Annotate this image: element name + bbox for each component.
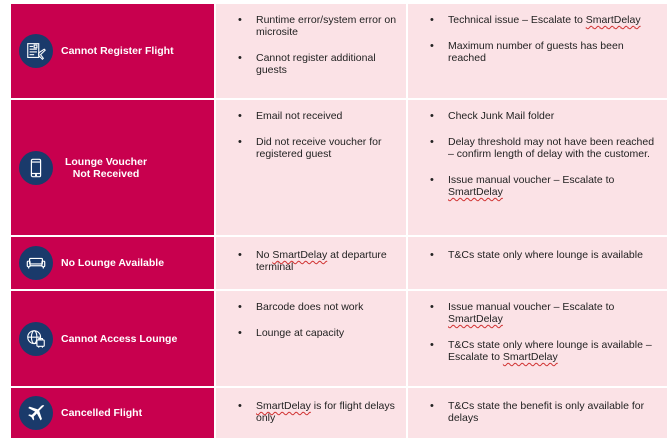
list-item: Technical issue – Escalate to SmartDelay (430, 14, 659, 26)
list-item: T&Cs state only where lounge is availabl… (430, 339, 659, 363)
list-item: Delay threshold may not have been reache… (430, 136, 659, 160)
list-item: Check Junk Mail folder (430, 110, 659, 122)
resolution-cell: Technical issue – Escalate to SmartDelay… (408, 4, 667, 98)
row-title: No Lounge Available (61, 257, 165, 269)
row-title: Cannot Access Lounge (61, 332, 178, 345)
resolution-cell: Issue manual voucher – Escalate to Smart… (408, 291, 667, 386)
list-item: Did not receive voucher for registered g… (238, 136, 398, 160)
row-title: Cancelled Flight (61, 407, 143, 419)
list-item: Email not received (238, 110, 398, 122)
table-row: Lounge Voucher Not Received Email not re… (11, 100, 667, 237)
table-row: Cannot Access Lounge Barcode does not wo… (11, 291, 667, 388)
list-item: SmartDelay is for flight delays only (238, 400, 398, 424)
issue-cell: SmartDelay is for flight delays only (216, 388, 408, 438)
globe-luggage-icon (19, 321, 53, 356)
list-item: Lounge at capacity (238, 327, 398, 339)
issue-cell: Runtime error/system error on microsite … (216, 4, 408, 98)
list-item: Cannot register additional guests (238, 52, 398, 76)
row-label-cell: No Lounge Available (11, 237, 216, 289)
issue-cell: Barcode does not work Lounge at capacity (216, 291, 408, 386)
row-label-cell: Lounge Voucher Not Received (11, 100, 216, 235)
list-item: T&Cs state the benefit is only available… (430, 400, 659, 424)
issue-table: Cannot Register Flight Runtime error/sys… (11, 4, 667, 440)
table-row: No Lounge Available No SmartDelay at dep… (11, 237, 667, 291)
row-label-cell: Cancelled Flight (11, 388, 216, 438)
row-title: Lounge Voucher Not Received (64, 155, 148, 180)
resolution-cell: Check Junk Mail folder Delay threshold m… (408, 100, 667, 235)
resolution-cell: T&Cs state only where lounge is availabl… (408, 237, 667, 289)
table-row: Cancelled Flight SmartDelay is for fligh… (11, 388, 667, 440)
issue-cell: Email not received Did not receive vouch… (216, 100, 408, 235)
list-item: Issue manual voucher – Escalate to Smart… (430, 174, 659, 198)
list-item: T&Cs state only where lounge is availabl… (430, 249, 659, 261)
list-item: Barcode does not work (238, 301, 398, 313)
resolution-cell: T&Cs state the benefit is only available… (408, 388, 667, 438)
row-title: Cannot Register Flight (61, 45, 174, 57)
mobile-phone-icon (19, 150, 53, 185)
list-item: Issue manual voucher – Escalate to Smart… (430, 301, 659, 325)
airplane-icon (19, 396, 53, 430)
flight-register-icon (19, 34, 53, 68)
list-item: Maximum number of guests has been reache… (430, 40, 659, 64)
sofa-icon (19, 246, 53, 280)
row-label-cell: Cannot Access Lounge (11, 291, 216, 386)
table-row: Cannot Register Flight Runtime error/sys… (11, 4, 667, 100)
list-item: Runtime error/system error on microsite (238, 14, 398, 38)
list-item: No SmartDelay at departure terminal (238, 249, 398, 273)
issue-cell: No SmartDelay at departure terminal (216, 237, 408, 289)
row-label-cell: Cannot Register Flight (11, 4, 216, 98)
